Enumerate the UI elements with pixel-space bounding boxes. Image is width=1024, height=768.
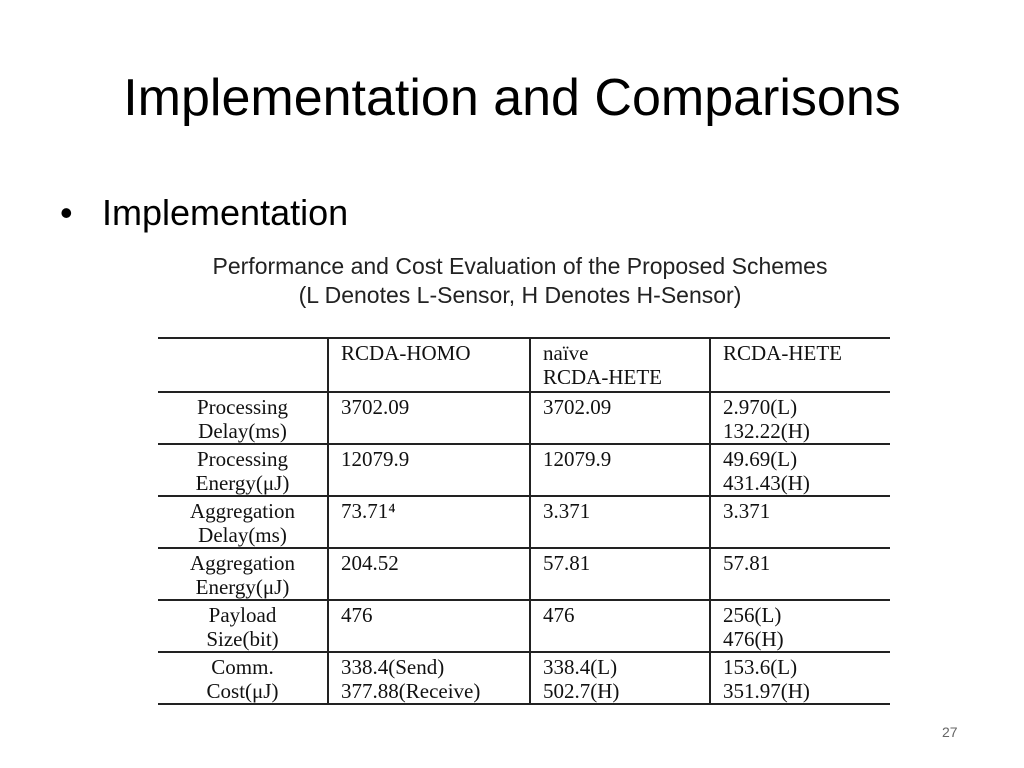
table-row: Processing Energy(μJ) 12079.9 12079.9 49.69(… <box>158 444 890 497</box>
cell-value: 57.81 <box>543 551 591 575</box>
column-header-rcda-homo: RCDA-HOMO <box>327 337 530 393</box>
row-label-text: Energy(μJ) <box>195 575 290 599</box>
cell-value: 351.97(H) <box>723 679 810 703</box>
cell-value: 132.22(H) <box>723 419 810 443</box>
row-label-text: Size(bit) <box>206 627 279 651</box>
row-label-cell: Aggregation Delay(ms) <box>158 496 328 549</box>
value-cell-rcda-homo: 3702.09 <box>327 392 530 445</box>
row-label-text: Energy(μJ) <box>195 471 290 495</box>
value-cell-rcda-hete: 3.371 <box>709 496 890 549</box>
row-label-text: Aggregation <box>190 499 295 523</box>
cell-value: 3.371 <box>723 499 771 523</box>
cell-value: 3702.09 <box>341 395 410 419</box>
slide-title: Implementation and Comparisons <box>123 69 901 127</box>
row-label-text: Payload <box>208 603 277 627</box>
value-cell-rcda-hete: 256(L) 476(H) <box>709 600 890 653</box>
cell-value: 476 <box>341 603 373 627</box>
row-label-text: Delay(ms) <box>198 419 287 443</box>
table-header: RCDA-HOMO naïve RCDA-HETE RCDA-HETE <box>158 337 890 393</box>
table-caption-line-2: (L Denotes L-Sensor, H Denotes H-Sensor) <box>298 282 742 308</box>
row-label-cell: Processing Energy(μJ) <box>158 444 328 497</box>
header-text: RCDA-HETE <box>543 365 662 389</box>
value-cell-rcda-hete: 49.69(L) 431.43(H) <box>709 444 890 497</box>
value-cell-rcda-homo: 12079.9 <box>327 444 530 497</box>
cell-value: 3.371 <box>543 499 591 523</box>
cell-value: 204.52 <box>341 551 399 575</box>
cell-value: 431.43(H) <box>723 471 810 495</box>
value-cell-naive-rcda-hete: 3702.09 <box>529 392 710 445</box>
table-header-row: RCDA-HOMO naïve RCDA-HETE RCDA-HETE <box>158 337 890 393</box>
value-cell-naive-rcda-hete: 338.4(L) 502.7(H) <box>529 652 710 705</box>
column-header-rcda-hete: RCDA-HETE <box>709 337 890 393</box>
evaluation-table: RCDA-HOMO naïve RCDA-HETE RCDA-HETE Process… <box>158 337 890 705</box>
row-label-text: Processing <box>197 447 288 471</box>
cell-value: 73.71⁴ <box>341 499 396 523</box>
value-cell-rcda-homo: 338.4(Send) 377.88(Receive) <box>327 652 530 705</box>
row-label-text: Cost(μJ) <box>206 679 279 703</box>
bullet-text: Implementation <box>102 192 349 233</box>
value-cell-rcda-homo: 476 <box>327 600 530 653</box>
value-cell-naive-rcda-hete: 57.81 <box>529 548 710 601</box>
header-text: RCDA-HOMO <box>341 341 471 365</box>
cell-value: 153.6(L) <box>723 655 798 679</box>
value-cell-rcda-hete: 57.81 <box>709 548 890 601</box>
cell-value: 338.4(Send) <box>341 655 445 679</box>
column-header-metric <box>158 337 328 393</box>
cell-value: 57.81 <box>723 551 771 575</box>
row-label-cell: Payload Size(bit) <box>158 600 328 653</box>
row-label-cell: Aggregation Energy(μJ) <box>158 548 328 601</box>
bullet-item: • Implementation <box>60 190 348 236</box>
cell-value: 377.88(Receive) <box>341 679 481 703</box>
cell-value: 3702.09 <box>543 395 612 419</box>
row-label-text: Aggregation <box>190 551 295 575</box>
value-cell-rcda-hete: 2.970(L) 132.22(H) <box>709 392 890 445</box>
table-row: Aggregation Energy(μJ) 204.52 57.81 57.81 <box>158 548 890 601</box>
row-label-text: Processing <box>197 395 288 419</box>
cell-value: 49.69(L) <box>723 447 798 471</box>
value-cell-naive-rcda-hete: 12079.9 <box>529 444 710 497</box>
bullet-dot-icon: • <box>60 192 73 233</box>
header-text: naïve <box>543 341 589 365</box>
cell-value: 476 <box>543 603 575 627</box>
value-cell-rcda-homo: 204.52 <box>327 548 530 601</box>
cell-value: 12079.9 <box>341 447 410 471</box>
column-header-naive-rcda-hete: naïve RCDA-HETE <box>529 337 710 393</box>
cell-value: 502.7(H) <box>543 679 620 703</box>
header-text: RCDA-HETE <box>723 341 842 365</box>
table-row: Comm. Cost(μJ) 338.4(Send) 377.88(Receive) 3… <box>158 652 890 705</box>
cell-value: 256(L) <box>723 603 782 627</box>
table-row: Aggregation Delay(ms) 73.71⁴ 3.371 3.371 <box>158 496 890 549</box>
row-label-text: Comm. <box>211 655 274 679</box>
row-label-text: Delay(ms) <box>198 523 287 547</box>
table-row: Payload Size(bit) 476 476 256(L) 476(H) <box>158 600 890 653</box>
cell-value: 2.970(L) <box>723 395 798 419</box>
cell-value: 12079.9 <box>543 447 612 471</box>
cell-value: 476(H) <box>723 627 784 651</box>
row-label-cell: Processing Delay(ms) <box>158 392 328 445</box>
table-row: Processing Delay(ms) 3702.09 3702.09 2.970(L… <box>158 392 890 445</box>
value-cell-naive-rcda-hete: 3.371 <box>529 496 710 549</box>
table-caption-line-1: Performance and Cost Evaluation of the P… <box>212 253 828 279</box>
page-number: 27 <box>942 724 958 740</box>
row-label-cell: Comm. Cost(μJ) <box>158 652 328 705</box>
table-body: Processing Delay(ms) 3702.09 3702.09 2.970(L… <box>158 392 890 705</box>
value-cell-rcda-hete: 153.6(L) 351.97(H) <box>709 652 890 705</box>
value-cell-rcda-homo: 73.71⁴ <box>327 496 530 549</box>
cell-value: 338.4(L) <box>543 655 618 679</box>
value-cell-naive-rcda-hete: 476 <box>529 600 710 653</box>
